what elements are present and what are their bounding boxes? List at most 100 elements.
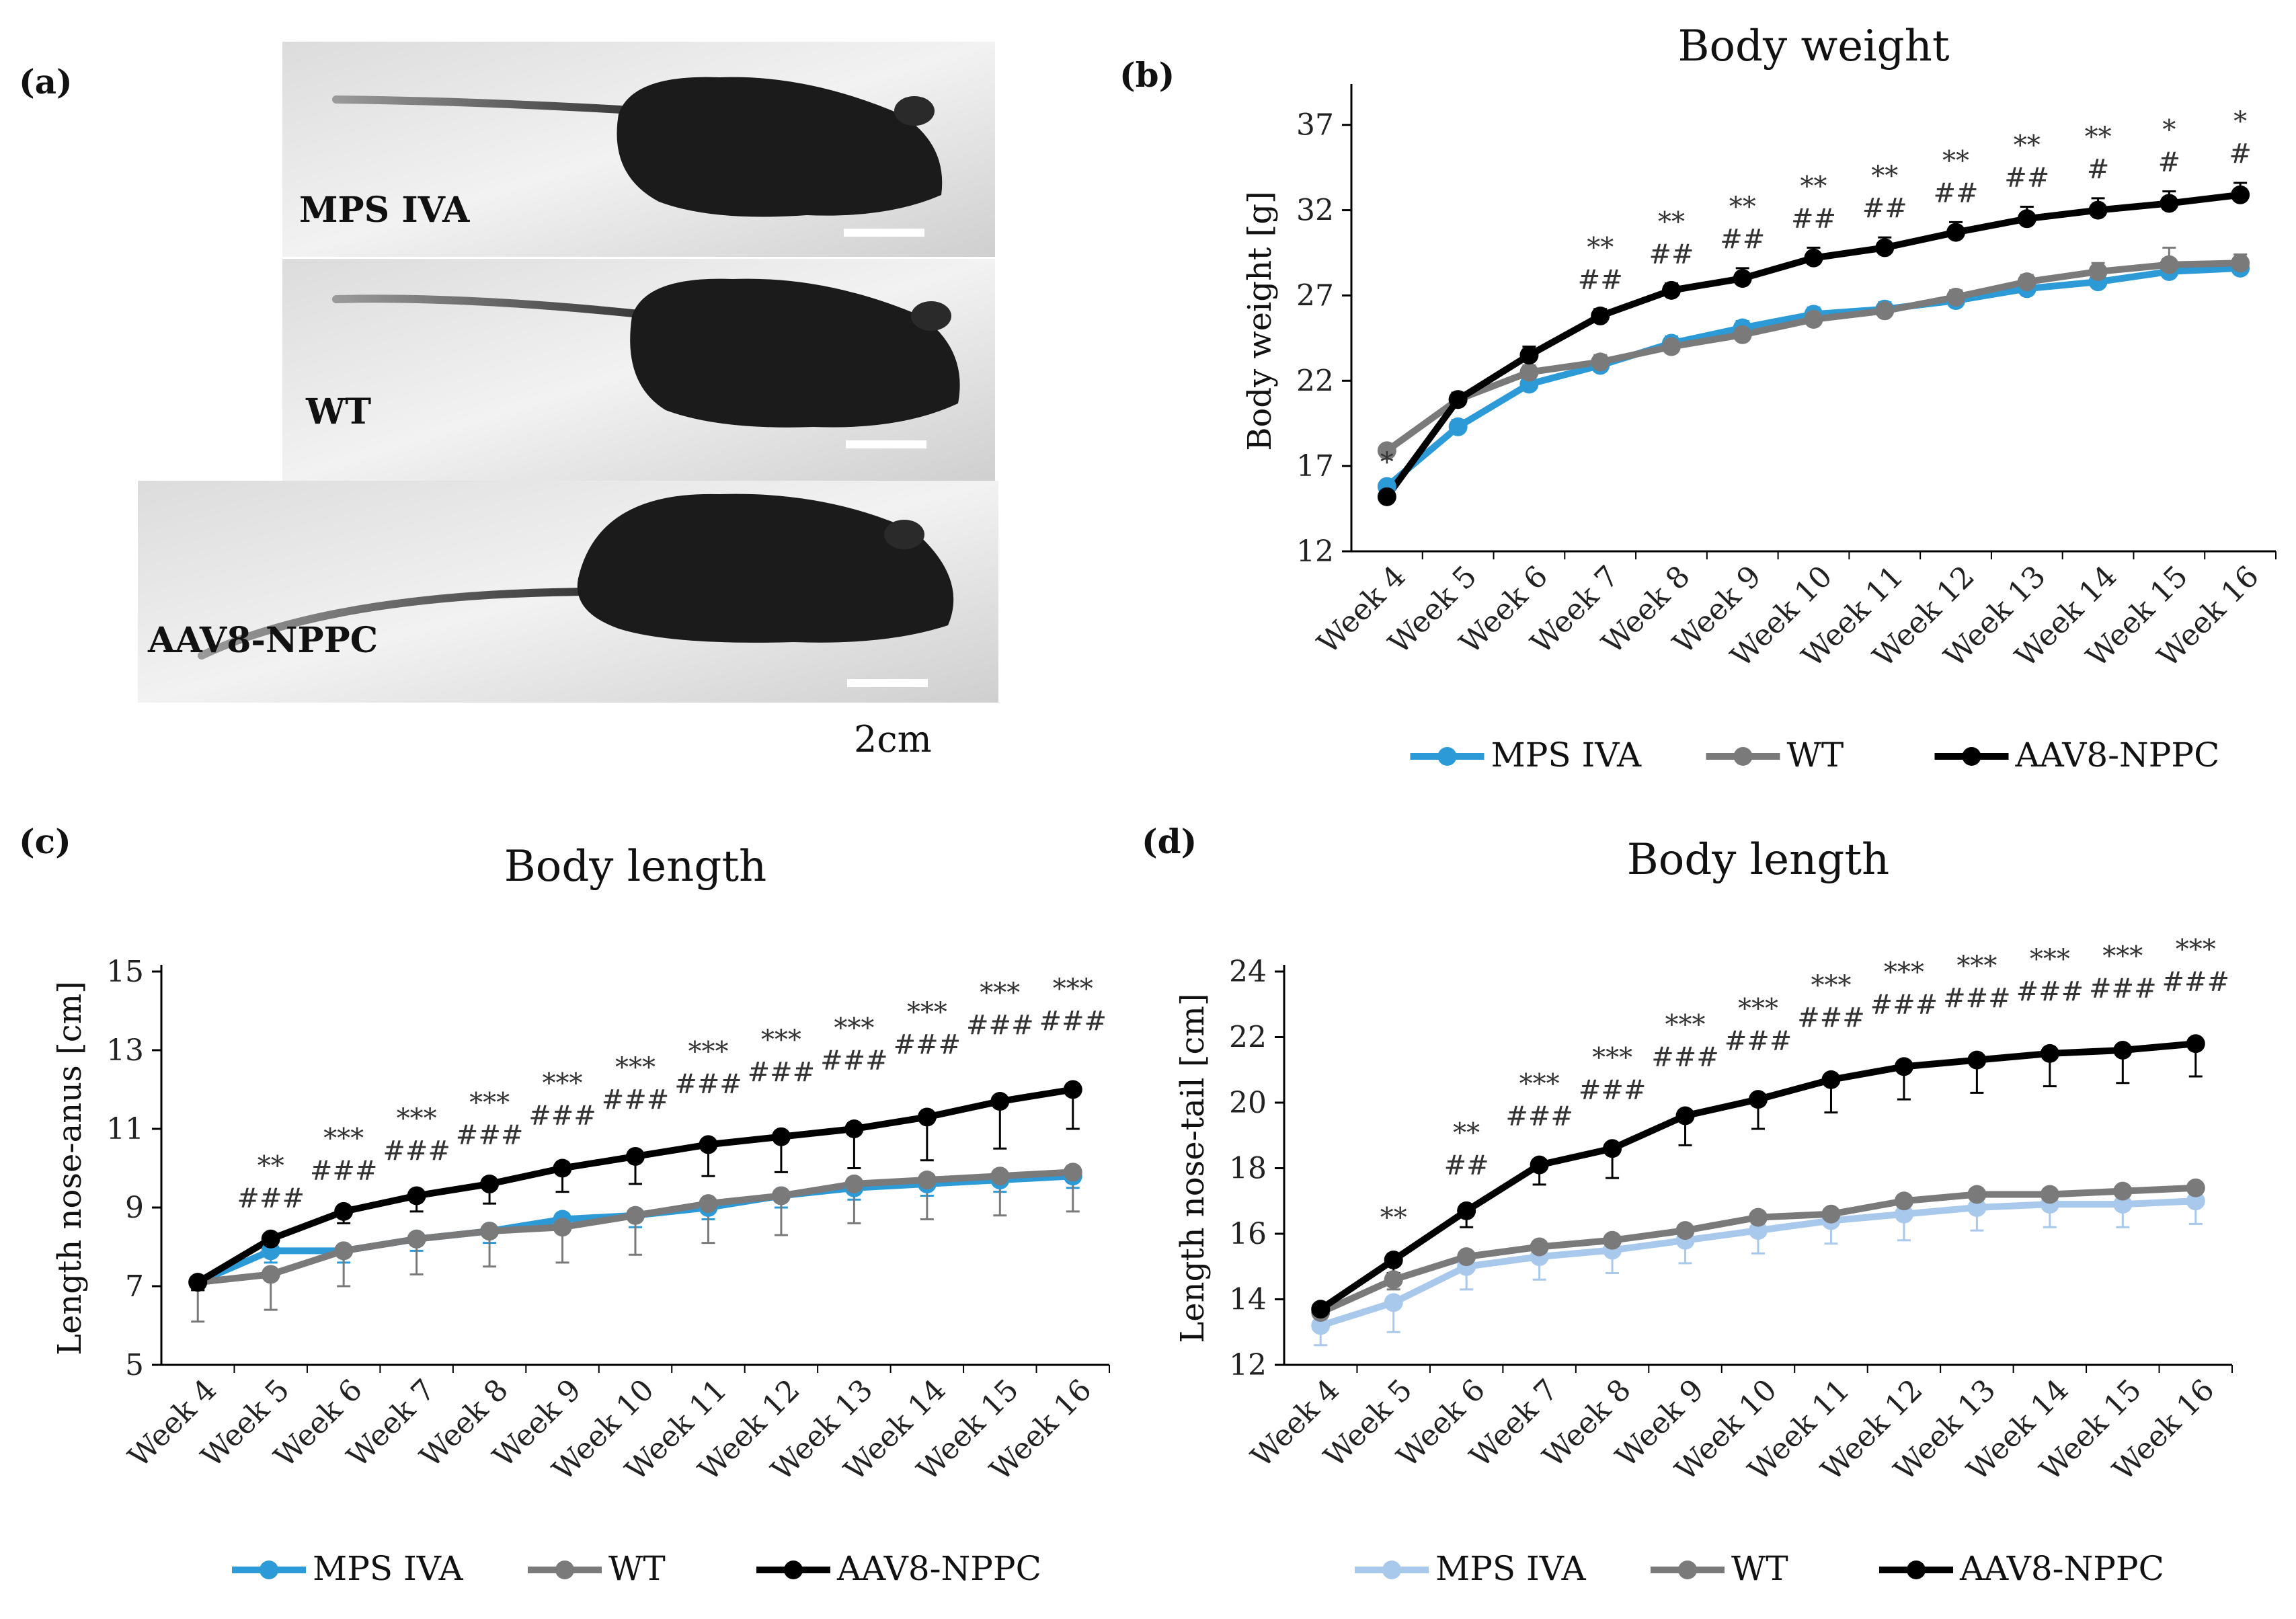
legend-marker-mps-iva <box>1382 1561 1401 1579</box>
data-point-wt <box>1457 1247 1476 1267</box>
significance-star: ** <box>2014 130 2041 161</box>
data-point-aav8-nppc <box>1804 248 1823 268</box>
significance-star: *** <box>1053 974 1093 1004</box>
significance-star: ** <box>1942 145 1969 176</box>
significance-hash: ### <box>2016 976 2084 1007</box>
data-point-wt <box>1946 287 1966 307</box>
data-point-aav8-nppc <box>1749 1090 1768 1109</box>
y-tick-label: 37 <box>1296 108 1334 143</box>
data-point-wt <box>553 1218 572 1237</box>
legend-marker-aav8-nppc <box>1907 1561 1926 1579</box>
y-tick-label: 22 <box>1296 364 1334 398</box>
significance-star: *** <box>397 1103 437 1134</box>
significance-hash: ## <box>1791 203 1836 234</box>
significance-hash: ## <box>1862 193 1907 224</box>
data-point-wt <box>917 1171 937 1190</box>
y-tick-label: 16 <box>1229 1217 1267 1251</box>
significance-star: *** <box>1956 951 1997 982</box>
mouse-body-wt <box>630 278 960 428</box>
scale-bar-label: 2cm <box>854 718 932 760</box>
legend-marker-wt <box>1733 747 1753 766</box>
legend-marker-aav8-nppc <box>784 1561 803 1579</box>
data-point-aav8-nppc <box>844 1119 864 1138</box>
data-point-aav8-nppc <box>2186 1034 2205 1054</box>
data-point-aav8-nppc <box>1063 1080 1082 1099</box>
data-point-wt <box>990 1167 1010 1186</box>
significance-star: *** <box>688 1037 728 1068</box>
significance-hash: # <box>2229 139 2252 169</box>
data-point-wt <box>1519 362 1539 382</box>
data-point-mps-iva <box>1749 1221 1768 1240</box>
y-tick-label: 13 <box>106 1033 144 1068</box>
data-point-aav8-nppc <box>917 1107 937 1127</box>
data-point-mps-iva <box>1311 1316 1331 1335</box>
photo-label-mps-iva: MPS IVA <box>299 190 470 231</box>
data-point-wt <box>1384 1270 1403 1290</box>
data-point-aav8-nppc <box>261 1229 280 1249</box>
significance-hash: ## <box>2004 163 2049 194</box>
data-point-wt <box>1661 337 1681 356</box>
data-point-mps-iva <box>2113 1195 2133 1214</box>
data-point-aav8-nppc <box>1675 1106 1695 1126</box>
significance-star: * <box>2233 106 2247 137</box>
y-axis-label: Body weight [g] <box>1241 191 1279 450</box>
data-point-aav8-nppc <box>2231 185 2250 204</box>
data-point-wt <box>1530 1237 1549 1257</box>
data-point-aav8-nppc <box>1821 1070 1841 1089</box>
data-point-wt <box>1603 1230 1622 1250</box>
significance-star: ** <box>1453 1118 1480 1149</box>
y-tick-label: 20 <box>1229 1086 1267 1120</box>
data-point-wt <box>2040 1185 2059 1204</box>
data-point-mps-iva <box>2186 1191 2205 1211</box>
significance-star: *** <box>469 1088 510 1119</box>
significance-hash: ## <box>1934 177 1979 208</box>
significance-star: *** <box>1811 970 1851 1001</box>
significance-star: *** <box>907 997 947 1028</box>
photo-label-wt: WT <box>305 391 371 432</box>
significance-star: ** <box>258 1150 284 1181</box>
significance-star: ** <box>1800 171 1827 202</box>
legend-label-wt: WT <box>1787 736 1844 775</box>
chart-title: Body length <box>1627 835 1890 885</box>
data-point-aav8-nppc <box>1661 280 1681 300</box>
significance-star: *** <box>1665 1010 1706 1041</box>
mouse-ear-aav8-nppc <box>884 520 924 549</box>
significance-hash: # <box>2087 154 2110 185</box>
y-tick-label: 18 <box>1229 1152 1267 1186</box>
data-point-aav8-nppc <box>1967 1050 1987 1070</box>
chart-title: Body length <box>504 842 767 892</box>
significance-hash: ### <box>456 1120 524 1151</box>
data-point-wt <box>1749 1208 1768 1227</box>
data-point-wt <box>2088 262 2108 281</box>
data-point-aav8-nppc <box>1603 1139 1622 1158</box>
significance-hash: ### <box>1797 1002 1865 1033</box>
mouse-ear-mps-iva <box>894 96 935 126</box>
significance-star: * <box>1380 447 1394 478</box>
data-point-wt <box>2186 1178 2205 1197</box>
data-point-wt <box>2231 253 2250 273</box>
significance-hash: ### <box>1943 983 2011 1014</box>
legend-label-mps-iva: MPS IVA <box>313 1549 463 1588</box>
data-point-wt <box>407 1229 426 1249</box>
significance-star: *** <box>1592 1042 1632 1073</box>
y-axis-label: Length nose-anus [cm] <box>51 981 89 1355</box>
legend-label-wt: WT <box>608 1549 666 1588</box>
scale-bar-aav8-nppc <box>847 679 928 687</box>
data-point-mps-iva <box>1967 1198 1987 1217</box>
data-point-aav8-nppc <box>1519 346 1539 365</box>
significance-star: *** <box>1884 957 1924 988</box>
data-point-aav8-nppc <box>990 1092 1010 1111</box>
scale-bar-mps-iva <box>844 229 924 237</box>
significance-hash: ## <box>1649 239 1694 270</box>
data-point-wt <box>1377 441 1396 461</box>
y-tick-label: 14 <box>1229 1283 1267 1317</box>
data-point-aav8-nppc <box>1311 1300 1331 1319</box>
mouse-tail-aav8-nppc <box>198 588 609 660</box>
mouse-photo-panel: MPS IVA WT AAV8-NPPC 2cm <box>138 42 998 760</box>
data-point-mps-iva <box>1384 1293 1403 1312</box>
significance-star: *** <box>1519 1068 1560 1099</box>
legend-marker-mps-iva <box>260 1561 278 1579</box>
data-point-aav8-nppc <box>188 1273 208 1292</box>
